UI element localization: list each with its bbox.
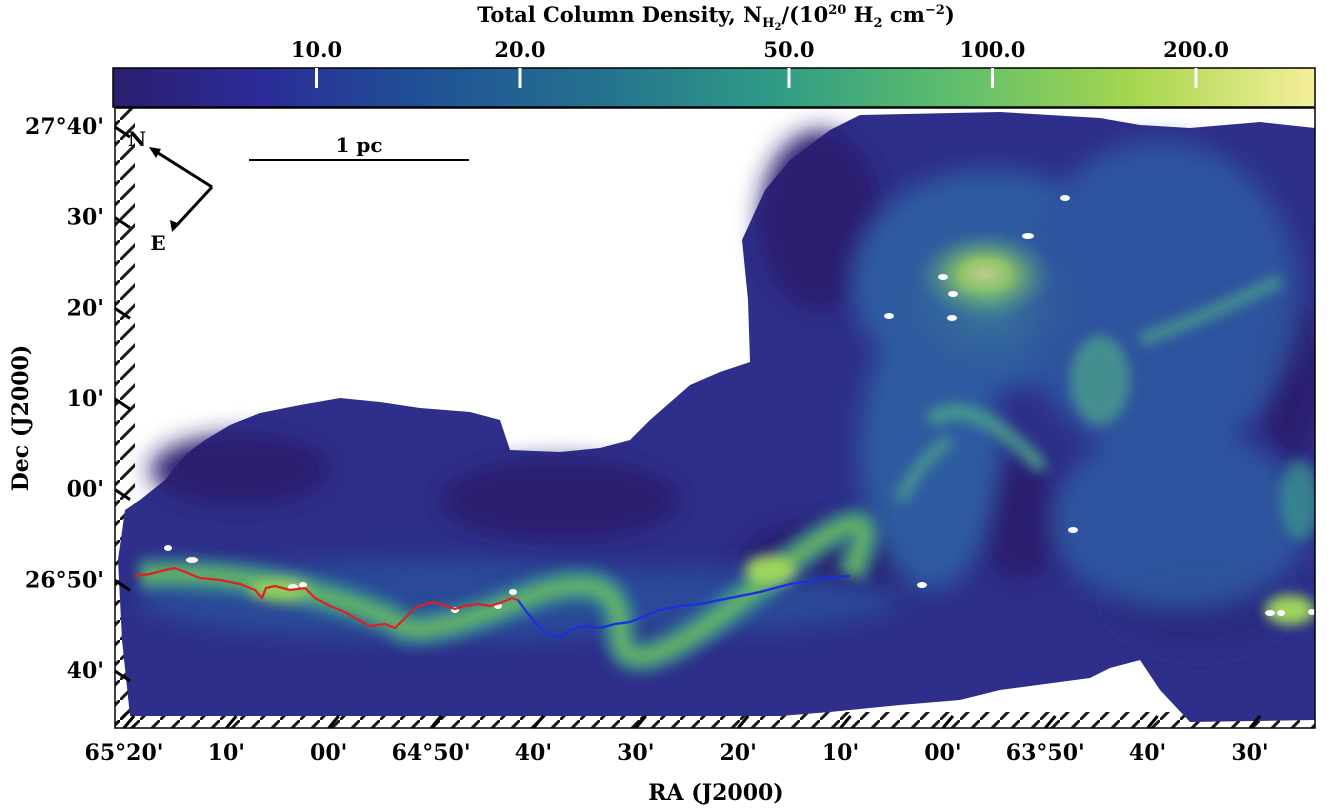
filament-track-red	[134, 566, 519, 630]
x-tick-label: 30'	[617, 740, 654, 766]
x-tick-mark	[429, 715, 443, 729]
colorbar-tick-label: 200.0	[1163, 37, 1229, 62]
masked-source	[917, 582, 927, 588]
x-tick-mark	[122, 715, 136, 729]
colorbar-tick-label: 50.0	[763, 37, 814, 62]
x-tick-label: 20'	[720, 740, 757, 766]
compass	[149, 147, 214, 232]
masked-source	[947, 315, 957, 321]
masked-source	[1060, 195, 1070, 201]
y-tick-label: 20'	[67, 295, 104, 321]
x-tick-mark	[1248, 715, 1262, 729]
x-tick-label: 30'	[1231, 740, 1268, 766]
y-tick-mark	[114, 125, 131, 139]
filament-emission	[138, 273, 1315, 674]
masked-source	[1265, 610, 1275, 616]
masked-source	[299, 582, 307, 588]
masked-source	[509, 589, 517, 595]
y-tick-label: 26°50'	[25, 567, 104, 593]
chart-title: Total Column Density, NH2/(1020 H2 cm−2)	[477, 2, 955, 33]
masked-source	[1068, 527, 1078, 533]
y-axis-label: Dec (J2000)	[8, 345, 34, 492]
x-tick-mark	[634, 715, 647, 729]
colorbar-ticks: 10.0 20.0 50.0 100.0 200.0	[291, 37, 1229, 88]
x-tick-label: 40'	[515, 740, 552, 766]
x-tick-label: 63°50'	[1006, 740, 1085, 766]
y-tick-label: 00'	[67, 477, 104, 503]
x-tick-label: 00'	[924, 740, 961, 766]
x-tick-mark	[941, 715, 955, 729]
y-tick-mark	[114, 397, 131, 411]
filament-track-blue	[517, 574, 851, 640]
colorbar: 10.0 20.0 50.0 100.0 200.0	[112, 37, 1316, 108]
x-tick-label: 00'	[310, 740, 347, 766]
compass-east-label: E	[150, 231, 165, 255]
compass-north-label: N	[128, 127, 146, 151]
scale-bar-label: 1 pc	[335, 133, 382, 157]
x-tick-label: 40'	[1129, 740, 1166, 766]
colorbar-tick-label: 100.0	[960, 37, 1026, 62]
x-tick-mark	[737, 715, 750, 729]
colorbar-tick-label: 20.0	[494, 37, 545, 62]
x-tick-mark	[225, 715, 238, 729]
x-axis-label: RA (J2000)	[648, 780, 783, 806]
masked-source	[186, 557, 198, 563]
x-axis-ticks: 65°20' 10' 00' 64°50' 40' 30' 20' 10' 00' 63°50' 4…	[85, 715, 1269, 766]
y-tick-mark	[114, 669, 131, 683]
plot-frame	[114, 107, 1316, 729]
masked-source	[164, 545, 172, 551]
x-tick-mark	[1146, 715, 1159, 729]
masked-source	[948, 291, 958, 297]
x-tick-label: 10'	[208, 740, 245, 766]
y-tick-mark	[114, 488, 131, 501]
y-tick-mark	[114, 579, 131, 592]
y-axis-ticks: 27°40' 30' 20' 10' 00' 26°50' 40'	[25, 114, 131, 684]
y-tick-label: 40'	[67, 658, 104, 684]
masked-source	[884, 313, 894, 319]
masked-source	[1277, 610, 1285, 616]
x-tick-mark	[327, 715, 340, 729]
x-tick-mark	[839, 715, 852, 729]
colorbar-tick-label: 10.0	[291, 37, 342, 62]
x-tick-label: 65°20'	[85, 740, 164, 766]
x-tick-mark	[1044, 715, 1057, 729]
y-tick-mark	[114, 216, 131, 229]
masked-source	[1308, 609, 1315, 615]
column-density-map: N E 1 pc	[115, 108, 1315, 728]
y-tick-label: 10'	[67, 386, 104, 412]
y-tick-label: 27°40'	[25, 114, 104, 140]
y-tick-mark	[114, 307, 131, 320]
x-tick-label: 64°50'	[392, 740, 471, 766]
x-tick-mark	[532, 715, 545, 729]
y-tick-label: 30'	[67, 205, 104, 231]
x-tick-label: 10'	[822, 740, 859, 766]
colorbar-gradient	[112, 67, 1316, 108]
masked-source	[1022, 233, 1034, 239]
masked-source	[938, 274, 948, 280]
masked-point-sources	[164, 195, 1315, 616]
